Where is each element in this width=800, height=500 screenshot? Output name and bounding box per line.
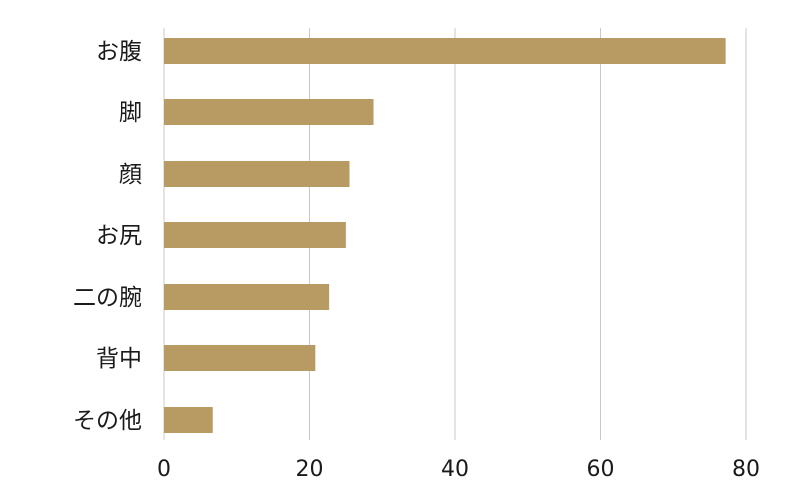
bar-1 bbox=[164, 99, 374, 125]
bar-5 bbox=[164, 345, 316, 371]
category-label: お尻 bbox=[96, 223, 142, 249]
x-tick-label: 40 bbox=[441, 457, 469, 482]
x-tick-label: 60 bbox=[587, 457, 615, 482]
bar-6 bbox=[164, 407, 213, 433]
category-label: その他 bbox=[73, 408, 142, 434]
x-tick-labels: 0 20 40 60 80 bbox=[157, 457, 760, 482]
category-label: 背中 bbox=[96, 346, 142, 372]
bar-0 bbox=[164, 38, 726, 64]
x-tick-label: 80 bbox=[732, 457, 760, 482]
bars bbox=[164, 38, 726, 433]
bar-4 bbox=[164, 284, 330, 310]
bar-3 bbox=[164, 222, 346, 248]
category-label: 顔 bbox=[119, 162, 142, 188]
category-label: お腹 bbox=[96, 39, 142, 65]
x-tick-label: 20 bbox=[296, 457, 324, 482]
grid-lines bbox=[163, 28, 747, 440]
bar-2 bbox=[164, 161, 350, 187]
x-tick-label: 0 bbox=[157, 457, 171, 482]
category-label: 二の腕 bbox=[73, 285, 142, 311]
category-label: 脚 bbox=[119, 100, 142, 126]
